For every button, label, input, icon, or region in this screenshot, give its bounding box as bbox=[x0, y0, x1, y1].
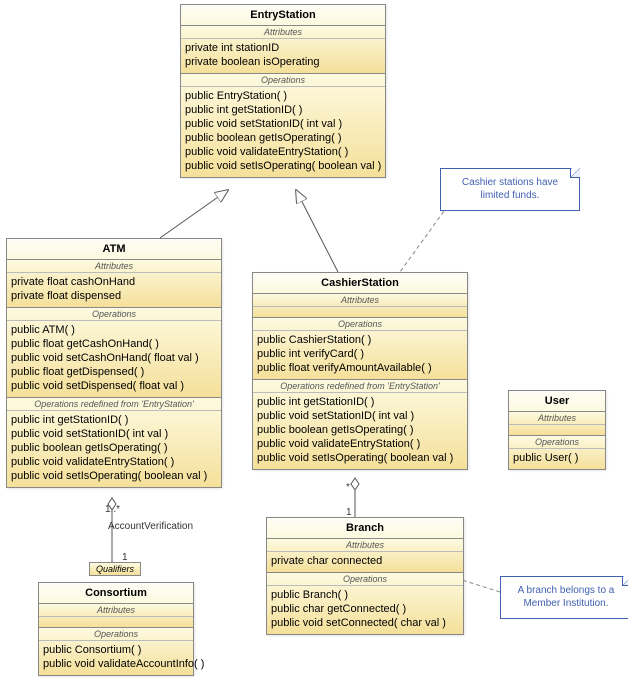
op: public boolean getIsOperating( ) bbox=[185, 131, 381, 145]
mult-1b: 1 bbox=[346, 507, 352, 518]
class-title: User bbox=[509, 391, 605, 412]
section-header: Operations bbox=[253, 318, 467, 331]
section-header: Attributes bbox=[7, 260, 221, 273]
class-consortium: Consortium Attributes Operations public … bbox=[38, 582, 194, 676]
mult-1a: 1 bbox=[122, 552, 128, 563]
op: public void setStationID( int val ) bbox=[257, 409, 463, 423]
gen-cashier-entry bbox=[296, 190, 338, 272]
section-header: Operations redefined from 'EntryStation' bbox=[253, 380, 467, 393]
attr: private boolean isOperating bbox=[185, 55, 381, 69]
section-header: Attributes bbox=[253, 294, 467, 307]
op: public void validateEntryStation( ) bbox=[257, 437, 463, 451]
op: public int verifyCard( ) bbox=[257, 347, 463, 361]
note-cashier-funds: Cashier stations have limited funds. bbox=[440, 168, 580, 211]
section-header: Operations bbox=[39, 628, 193, 641]
class-user: User Attributes Operations public User( … bbox=[508, 390, 606, 470]
qualifier-box: Qualifiers bbox=[89, 562, 141, 576]
note-branch-member: A branch belongs to a Member Institution… bbox=[500, 576, 628, 619]
op: public void setIsOperating( boolean val … bbox=[11, 469, 217, 483]
section-header: Attributes bbox=[181, 26, 385, 39]
op: public void setStationID( int val ) bbox=[11, 427, 217, 441]
op: public User( ) bbox=[513, 451, 601, 465]
class-branch: Branch Attributes private char connected… bbox=[266, 517, 464, 635]
op: public void setIsOperating( boolean val … bbox=[257, 451, 463, 465]
attr: private char connected bbox=[271, 554, 459, 568]
section-header: Attributes bbox=[267, 539, 463, 552]
op: public float getCashOnHand( ) bbox=[11, 337, 217, 351]
section-header: Operations bbox=[181, 74, 385, 87]
class-entrystation: EntryStation Attributes private int stat… bbox=[180, 4, 386, 178]
op: public void validateEntryStation( ) bbox=[185, 145, 381, 159]
op: public int getStationID( ) bbox=[185, 103, 381, 117]
class-title: EntryStation bbox=[181, 5, 385, 26]
op: public void setStationID( int val ) bbox=[185, 117, 381, 131]
op: public EntryStation( ) bbox=[185, 89, 381, 103]
op: public boolean getIsOperating( ) bbox=[11, 441, 217, 455]
section-header: Operations bbox=[267, 573, 463, 586]
op: public float verifyAmountAvailable( ) bbox=[257, 361, 463, 375]
op: public boolean getIsOperating( ) bbox=[257, 423, 463, 437]
class-title: Branch bbox=[267, 518, 463, 539]
attr: private int stationID bbox=[185, 41, 381, 55]
class-cashierstation: CashierStation Attributes Operations pub… bbox=[252, 272, 468, 470]
op: public char getConnected( ) bbox=[271, 602, 459, 616]
section-header: Operations redefined from 'EntryStation' bbox=[7, 398, 221, 411]
op: public Branch( ) bbox=[271, 588, 459, 602]
op: public void setCashOnHand( float val ) bbox=[11, 351, 217, 365]
op: public int getStationID( ) bbox=[11, 413, 217, 427]
op: public void setDispensed( float val ) bbox=[11, 379, 217, 393]
gen-atm-entry bbox=[160, 190, 228, 238]
mult-star: * bbox=[346, 482, 350, 493]
attr: private float cashOnHand bbox=[11, 275, 217, 289]
op: public void validateEntryStation( ) bbox=[11, 455, 217, 469]
op: public ATM( ) bbox=[11, 323, 217, 337]
class-title: Consortium bbox=[39, 583, 193, 604]
op: public void setConnected( char val ) bbox=[271, 616, 459, 630]
op: public void setIsOperating( boolean val … bbox=[185, 159, 381, 173]
class-title: CashierStation bbox=[253, 273, 467, 294]
attr: private float dispensed bbox=[11, 289, 217, 303]
label-accountverification: AccountVerification bbox=[108, 521, 193, 532]
section-header: Operations bbox=[509, 436, 605, 449]
op: public float getDispensed( ) bbox=[11, 365, 217, 379]
mult-1star: 1..* bbox=[105, 504, 120, 515]
op: public CashierStation( ) bbox=[257, 333, 463, 347]
section-header: Operations bbox=[7, 308, 221, 321]
op: public void validateAccountInfo( ) bbox=[43, 657, 189, 671]
section-header: Attributes bbox=[39, 604, 193, 617]
op: public Consortium( ) bbox=[43, 643, 189, 657]
section-header: Attributes bbox=[509, 412, 605, 425]
class-title: ATM bbox=[7, 239, 221, 260]
class-atm: ATM Attributes private float cashOnHand … bbox=[6, 238, 222, 488]
note2-link bbox=[462, 580, 500, 592]
op: public int getStationID( ) bbox=[257, 395, 463, 409]
